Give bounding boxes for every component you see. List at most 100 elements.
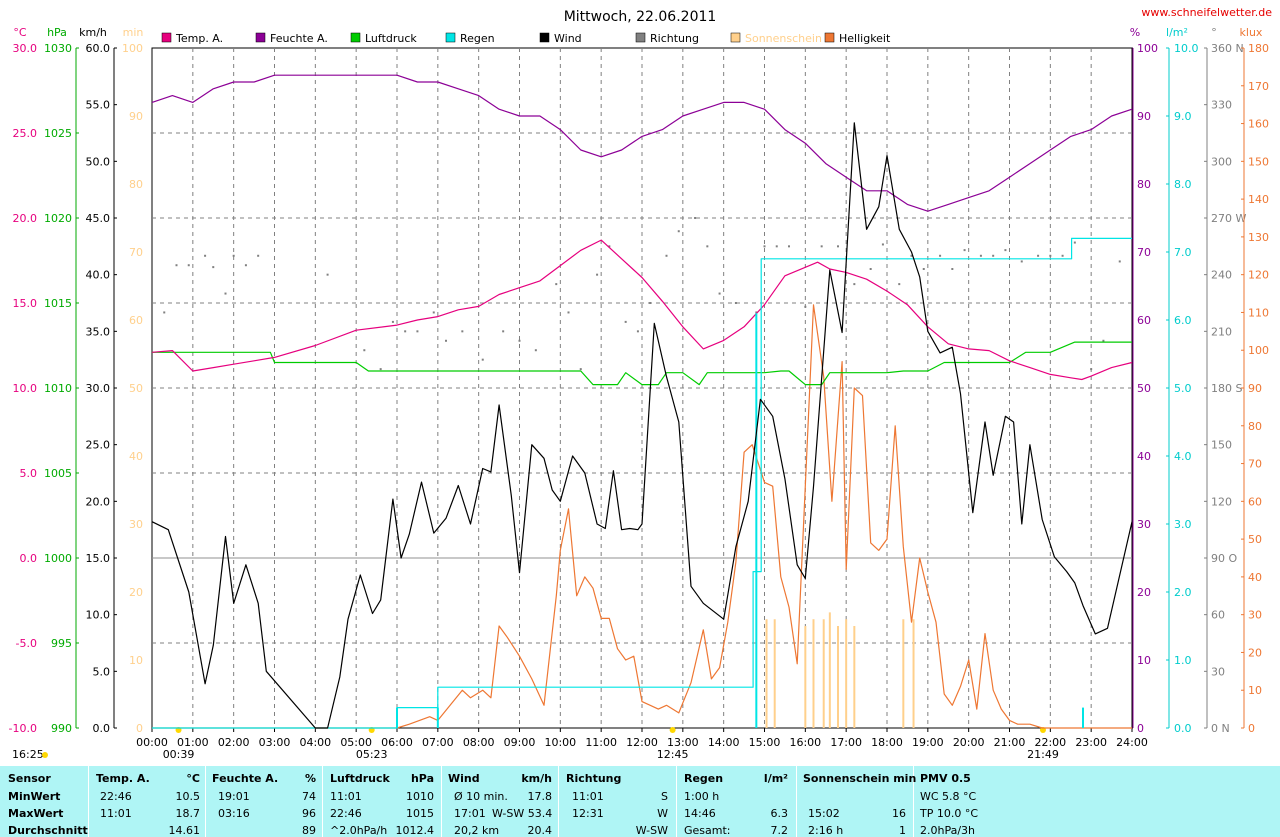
- axis-tick-label: 0 N: [1211, 722, 1230, 735]
- axis-tick-label: 20: [1137, 586, 1151, 599]
- axis-tick-label: 50.0: [86, 155, 111, 168]
- axis-tick-label: 10: [1248, 684, 1262, 697]
- wind-value: 17.8: [527, 790, 553, 803]
- x-axis-tick-label: 17:00: [830, 736, 862, 749]
- pressure-time: 22:46: [330, 807, 362, 820]
- stat-row-label: MaxWert: [8, 807, 64, 820]
- direction-point: [461, 330, 464, 333]
- axis-tick-label: 270 W: [1211, 212, 1246, 225]
- direction-point: [992, 254, 995, 257]
- legend-swatch: [730, 32, 741, 43]
- direction-point: [567, 311, 570, 314]
- axis-tick-label: 60: [1248, 495, 1262, 508]
- axis-tick-label: 40: [129, 450, 143, 463]
- axis-tick-label: 30: [1137, 518, 1151, 531]
- sunshine-time: 15:02: [808, 807, 840, 820]
- direction-point: [163, 311, 166, 314]
- axis-tick-label: 10: [129, 654, 143, 667]
- x-axis-tick-label: 20:00: [953, 736, 985, 749]
- axis-tick-label: 90 O: [1211, 552, 1237, 565]
- humidity-value: 89: [302, 824, 316, 837]
- axis-tick-label: -5.0: [16, 637, 37, 650]
- direction-point: [910, 254, 913, 257]
- legend-label: Wind: [554, 32, 582, 45]
- axis-tick-label: -10.0: [9, 722, 37, 735]
- luftdruck-line: [152, 341, 1132, 386]
- stat-header: km/h: [521, 772, 552, 785]
- bottom-left-time: 16:25: [12, 748, 44, 761]
- direction-point: [706, 245, 709, 248]
- temp-value: 18.7: [175, 807, 201, 820]
- direction-point: [1049, 254, 1052, 257]
- statistics-table: Sensor Temp. A. °C Feuchte A.% Luftdruck hPa W…: [0, 766, 1280, 837]
- legend-label: Richtung: [650, 32, 699, 45]
- direction-point: [881, 243, 884, 246]
- wind-time: Ø 10 min.: [454, 790, 508, 803]
- axis-tick-label: 10.0: [1174, 42, 1199, 55]
- wind-line: [151, 122, 1133, 729]
- direction-point: [734, 302, 737, 304]
- x-axis-tick-label: 02:00: [218, 736, 250, 749]
- axis-tick-label: 2.0: [1174, 586, 1192, 599]
- sun-event-label: 05:23: [356, 748, 388, 761]
- stat-header: Wind: [448, 772, 480, 785]
- direction-point: [951, 268, 954, 270]
- direction-point: [391, 320, 394, 323]
- axis-tick-label: 90: [1137, 110, 1151, 123]
- stat-row-label: Durchschnitt: [8, 824, 88, 837]
- x-axis-tick-label: 23:00: [1075, 736, 1107, 749]
- axis-unit: min: [123, 26, 144, 39]
- axis-labels: 30.025.020.015.010.05.00.0-5.0-10.0°C103…: [9, 26, 1269, 735]
- direction-point: [775, 245, 778, 248]
- legend-label: Temp. A.: [175, 32, 223, 45]
- direction-value: W-SW: [635, 824, 668, 837]
- direction-point: [445, 339, 447, 342]
- direction-point: [363, 349, 366, 352]
- axis-tick-label: 5.0: [1174, 382, 1192, 395]
- direction-point: [1090, 368, 1093, 371]
- pressure-value: 1012.4: [395, 824, 435, 837]
- legend-swatch: [350, 32, 361, 43]
- axis-tick-label: 50: [1248, 533, 1262, 546]
- stat-separator: [322, 766, 323, 837]
- axis-tick-label: 0.0: [20, 552, 38, 565]
- direction-point: [518, 339, 521, 342]
- axis-tick-label: 20: [129, 586, 143, 599]
- direction-point: [939, 254, 942, 257]
- direction-time: 12:31: [572, 807, 604, 820]
- pressure-value: 1015: [406, 807, 434, 820]
- stat-header: Sonnenschein min: [803, 772, 917, 785]
- direction-point: [898, 283, 901, 286]
- axis-tick-label: 130: [1248, 231, 1269, 244]
- axis-tick-label: 210: [1211, 325, 1232, 338]
- axis-tick-label: 330: [1211, 99, 1232, 112]
- axis-tick-label: 0: [1248, 722, 1255, 735]
- wind-time: 17:01: [454, 807, 486, 820]
- sunshine-value: 16: [892, 807, 906, 820]
- axis-tick-label: 0.0: [93, 722, 111, 735]
- direction-point: [763, 245, 766, 248]
- axis-tick-label: 170: [1248, 80, 1269, 93]
- axis-tick-label: 30: [129, 518, 143, 531]
- humidity-time: 03:16: [218, 807, 250, 820]
- axis-tick-label: 50: [1137, 382, 1151, 395]
- temp-time: 22:46: [100, 790, 132, 803]
- direction-point: [579, 368, 582, 371]
- axis-tick-label: 10.0: [86, 609, 111, 622]
- axis-tick-label: 120: [1248, 269, 1269, 282]
- legend-label: Sonnenschein: [745, 32, 822, 45]
- x-axis-tick-label: 22:00: [1034, 736, 1066, 749]
- direction-point: [326, 273, 329, 276]
- axis-tick-label: 100: [122, 42, 143, 55]
- axis-tick-label: 30.0: [86, 382, 111, 395]
- legend-label: Regen: [460, 32, 495, 45]
- direction-point: [694, 217, 697, 219]
- direction-point: [416, 330, 419, 333]
- legend-label: Feuchte A.: [270, 32, 328, 45]
- direction-point: [677, 230, 680, 233]
- axis-tick-label: 1010: [44, 382, 72, 395]
- axis-tick-label: 25.0: [13, 127, 38, 140]
- direction-point: [963, 249, 966, 252]
- legend-swatch: [445, 32, 456, 43]
- x-axis-tick-label: 08:00: [463, 736, 495, 749]
